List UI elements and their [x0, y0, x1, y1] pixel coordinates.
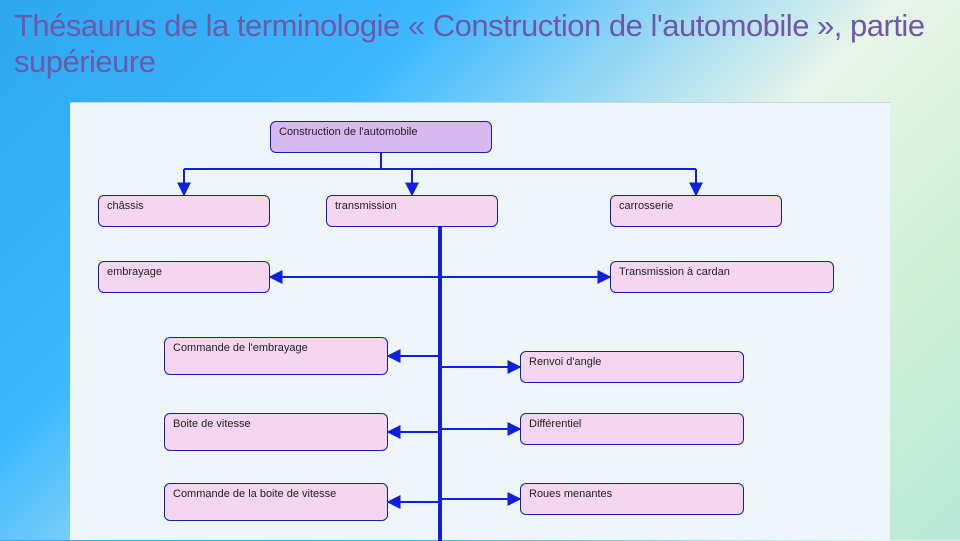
- node-diff: Différentiel: [520, 413, 744, 445]
- page-title: Thésaurus de la terminologie « Construct…: [14, 8, 946, 79]
- node-transmission: transmission: [326, 195, 498, 227]
- node-carrosserie: carrosserie: [610, 195, 782, 227]
- node-root: Construction de l'automobile: [270, 121, 492, 153]
- node-embrayage: embrayage: [98, 261, 270, 293]
- node-cmd_boite: Commande de la boite de vitesse: [164, 483, 388, 521]
- node-chassis: châssis: [98, 195, 270, 227]
- node-roues: Roues menantes: [520, 483, 744, 515]
- connector-layer: [70, 103, 890, 541]
- node-boite: Boite de vitesse: [164, 413, 388, 451]
- node-transcardan: Transmission à cardan: [610, 261, 834, 293]
- diagram-canvas: Construction de l'automobile châssis trans…: [70, 102, 890, 540]
- node-renvoi: Renvoi d'angle: [520, 351, 744, 383]
- node-cmd_emb: Commande de l'embrayage: [164, 337, 388, 375]
